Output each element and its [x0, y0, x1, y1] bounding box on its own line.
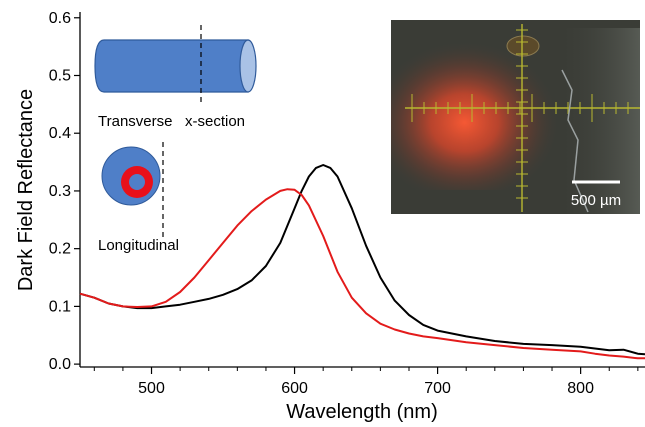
photo-edge [561, 69, 589, 213]
micrograph-inset: 500 µm [391, 20, 640, 214]
x-tick-label: 600 [281, 380, 308, 397]
inner-core [129, 174, 145, 190]
y-tick-label: 0.3 [49, 183, 71, 200]
longitudinal-label: Longitudinal [98, 237, 179, 254]
x-axis-title: Wavelength (nm) [286, 401, 438, 423]
transverse-rod-inset: Transverse x-section [94, 25, 257, 130]
y-tick-label: 0.2 [49, 241, 71, 258]
crosshair-ticks [411, 29, 629, 199]
y-tick-label: 0.6 [49, 10, 71, 27]
photo-glow [391, 40, 566, 190]
x-minor-ticks [93, 367, 639, 371]
series-line-red [79, 188, 645, 360]
y-tick-label: 0.1 [49, 298, 71, 315]
y-tick-label: 0.5 [49, 67, 71, 84]
transverse-label: Transverse [98, 113, 172, 130]
y-ticks: 0.0 0.1 0.2 0.3 0.4 0.5 0.6 [49, 10, 80, 373]
scale-bar-label: 500 µm [571, 192, 621, 209]
rod-end-cap [239, 39, 257, 93]
rod-body [94, 39, 249, 93]
series-line-black [79, 164, 645, 356]
axes: 0.0 0.1 0.2 0.3 0.4 0.5 0.6 500 600 700 800 [49, 10, 645, 397]
photo-spot [506, 35, 540, 57]
x-tick-label: 700 [424, 380, 451, 397]
x-tick-label: 800 [567, 380, 594, 397]
x-ticks: 500 600 700 800 [138, 367, 594, 397]
y-tick-label: 0.4 [49, 125, 71, 142]
xsection-label: x-section [185, 113, 245, 130]
series-layer [79, 164, 645, 360]
longitudinal-inset: Longitudinal [98, 142, 179, 254]
y-axis-title: Dark Field Reflectance [15, 89, 37, 291]
y-tick-label: 0.0 [49, 356, 71, 373]
x-tick-label: 500 [138, 380, 165, 397]
